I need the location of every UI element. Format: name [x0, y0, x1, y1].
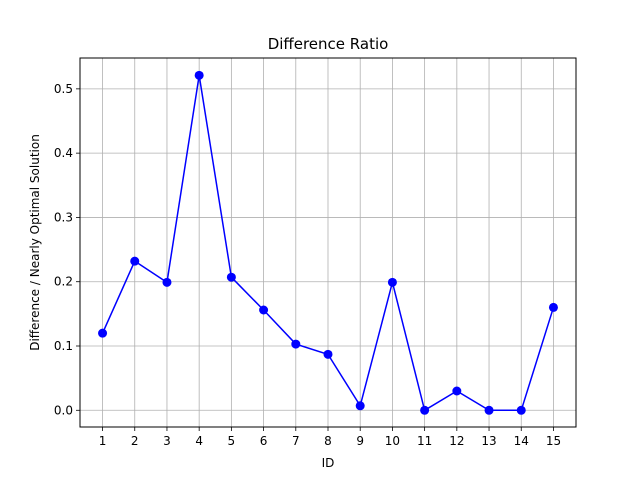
chart-title: Difference Ratio — [268, 35, 389, 53]
x-tick-label: 6 — [260, 434, 268, 448]
data-point — [162, 277, 172, 287]
data-point — [291, 339, 301, 349]
y-tick-label: 0.2 — [54, 275, 73, 289]
y-axis-label: Difference / Nearly Optimal Solution — [28, 134, 42, 351]
x-tick-label: 4 — [195, 434, 203, 448]
data-point — [130, 256, 140, 266]
x-tick-label: 11 — [417, 434, 432, 448]
y-tick-label: 0.1 — [54, 339, 73, 353]
grid — [80, 58, 576, 427]
data-point — [516, 405, 526, 415]
data-point — [323, 349, 333, 359]
x-tick-label: 15 — [546, 434, 561, 448]
x-tick-label: 2 — [131, 434, 139, 448]
axis-ticks: 1 2 3 4 5 6 7 8 9 10 11 12 13 14 150.00.10.20.30.40.5 — [54, 82, 561, 448]
x-tick-label: 9 — [356, 434, 364, 448]
y-tick-label: 0.4 — [54, 146, 73, 160]
data-point — [387, 277, 397, 287]
y-tick-label: 0.3 — [54, 210, 73, 224]
data-point — [484, 405, 494, 415]
data-point — [226, 272, 236, 282]
x-tick-label: 13 — [481, 434, 496, 448]
x-tick-label: 7 — [292, 434, 300, 448]
x-tick-label: 10 — [385, 434, 400, 448]
y-tick-label: 0.0 — [54, 403, 73, 417]
series — [98, 70, 558, 415]
plot-frame — [79, 57, 577, 428]
data-point — [355, 401, 365, 411]
x-tick-label: 5 — [228, 434, 236, 448]
x-tick-label: 8 — [324, 434, 332, 448]
x-tick-label: 3 — [163, 434, 171, 448]
data-point — [98, 328, 108, 338]
data-point — [259, 305, 269, 315]
y-tick-label: 0.5 — [54, 82, 73, 96]
x-axis-label: ID — [322, 456, 335, 470]
data-point — [194, 70, 204, 80]
x-tick-label: 1 — [99, 434, 107, 448]
data-point — [452, 386, 462, 396]
data-point — [420, 405, 430, 415]
x-tick-label: 12 — [449, 434, 464, 448]
data-point — [548, 302, 558, 312]
x-tick-label: 14 — [514, 434, 529, 448]
